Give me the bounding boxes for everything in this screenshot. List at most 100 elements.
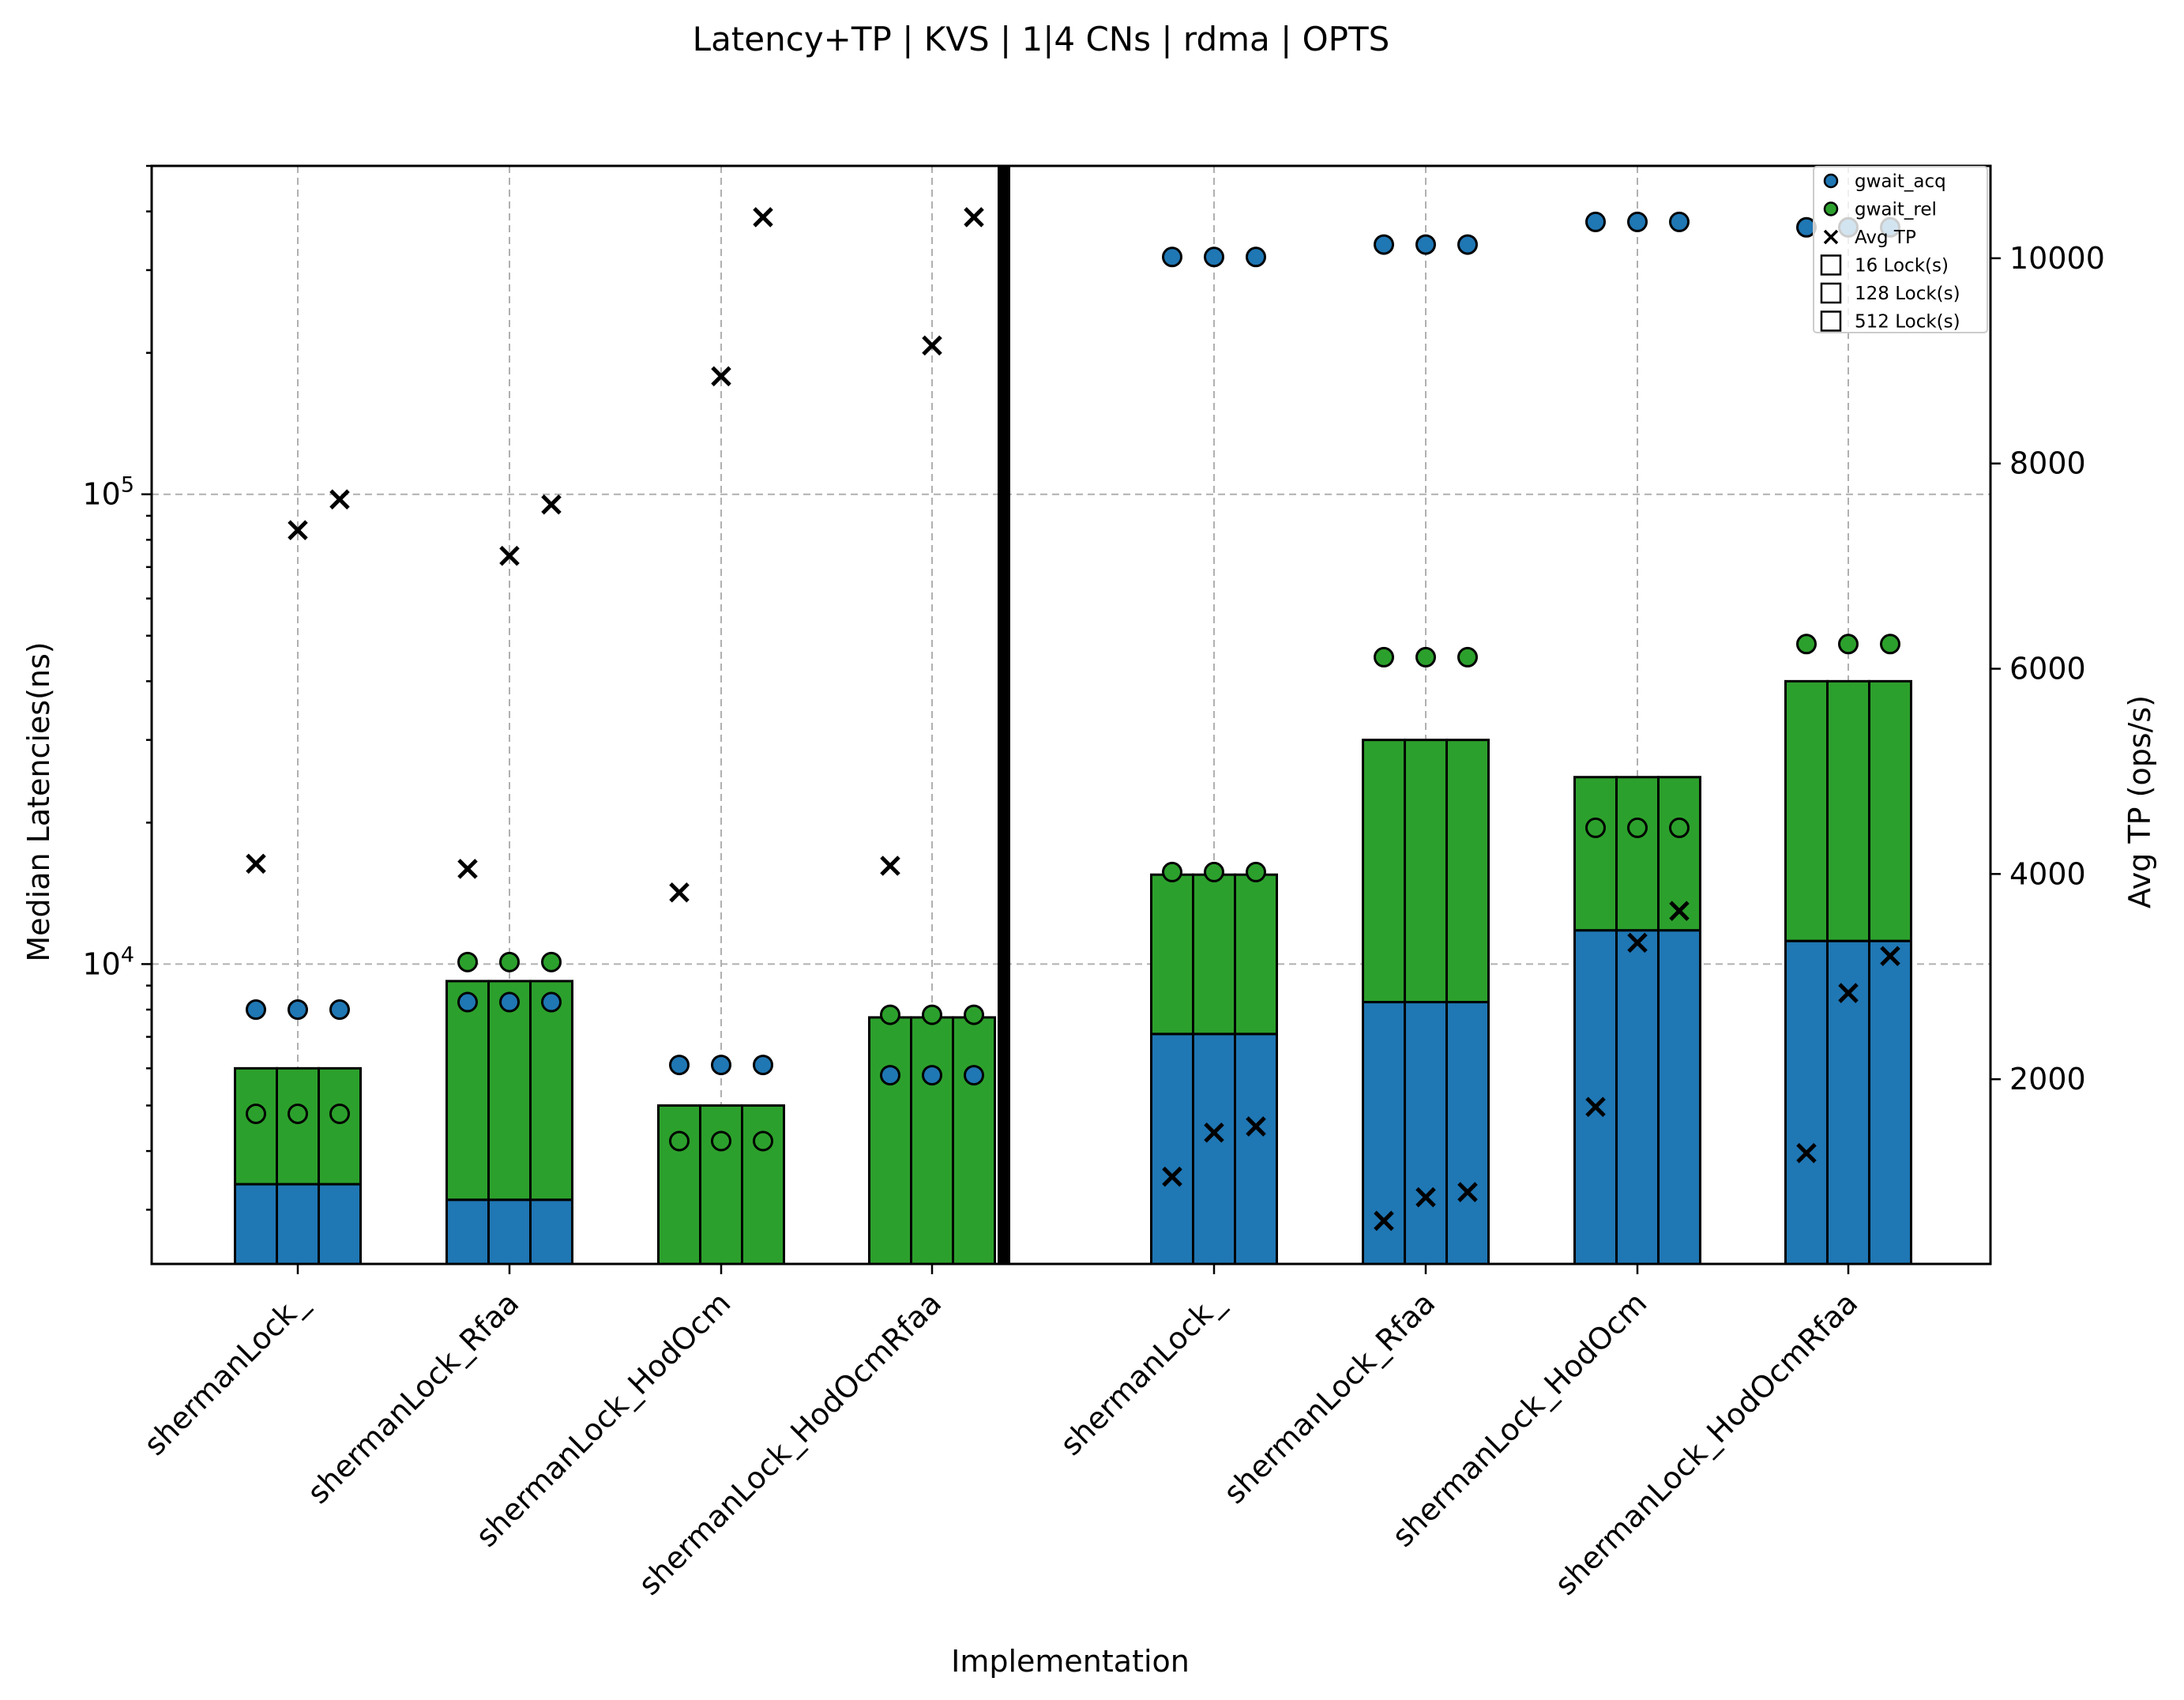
gwait-rel-point [1838,634,1859,655]
legend-lock-icon [1820,282,1842,304]
avg-tp-point [1457,1182,1478,1202]
avg-tp-point [457,859,478,879]
gwait-rel-point [711,1130,731,1152]
chart-title: Latency+TP | KVS | 1|4 CNs | rdma | OPTS [693,20,1390,58]
gwait-rel-point [329,1103,350,1124]
legend-lock-icon [1820,254,1842,276]
gwait-acq-point [1457,234,1478,255]
avg-tp-point [1585,1096,1606,1118]
y2-tick-label: 10000 [2009,241,2105,276]
gwait-rel-point [753,1130,773,1152]
avg-tp-point [1627,932,1648,953]
gwait-rel-point [1669,817,1690,838]
gwait-acq-point [288,999,308,1021]
legend-lock-icon [1820,310,1842,332]
legend-rel-icon [1823,201,1839,216]
bar-rel [657,1104,701,1266]
bar-acq [1868,939,1912,1266]
bar-rel [1784,679,1829,942]
gwait-acq-point [1669,211,1690,232]
y2-axis-label: Avg TP (ops/s) [2122,695,2157,908]
gwait-acq-point [964,1065,984,1086]
bar-rel [868,1016,912,1266]
y-axis-label: Median Latencies(ns) [21,641,56,961]
avg-tp-point [541,494,562,515]
bar-rel [1826,679,1870,942]
y2-tick-label: 4000 [2009,856,2086,891]
bar-acq [276,1183,320,1266]
bar-rel [276,1066,320,1186]
x-axis-label: Implementation [951,1644,1190,1679]
bar-acq [234,1183,278,1266]
bar-rel [1362,739,1406,1004]
bar-acq [529,1198,573,1266]
bar-acq [1362,1001,1406,1266]
bar-acq [487,1198,532,1266]
bar-rel [529,980,573,1202]
bar-rel [318,1066,362,1186]
gwait-acq-point [880,1065,900,1086]
gwait-acq-point [669,1055,690,1076]
bar-rel [1150,873,1194,1036]
gwait-rel-point [1457,646,1478,668]
x-tick-label: shermanLock_Rfaa [1217,1285,1442,1510]
gwait-rel-point [457,951,478,972]
bar-acq [1615,929,1660,1266]
avg-tp-point [1669,901,1690,921]
gwait-acq-point [1585,211,1606,232]
bar-rel [741,1104,785,1266]
y2-tick-label: 2000 [2009,1062,2086,1096]
y-tick-label: 105 [82,473,134,512]
gwait-rel-point [1204,861,1224,882]
x-tick-label: shermanLock_Rfaa [301,1285,526,1510]
avg-tp-point [1246,1116,1266,1137]
avg-tp-point [246,853,266,874]
plot-frame [150,164,1992,1266]
gwait-rel-point [1796,634,1817,655]
avg-tp-point [753,207,773,228]
bar-rel [952,1016,996,1266]
gwait-acq-point [1204,246,1224,268]
gwait-rel-point [541,951,562,972]
grid-layer [152,166,1990,1264]
bar-rel [1234,873,1278,1036]
legend-tp-icon [1823,229,1839,245]
avg-tp-point [1880,946,1900,967]
legend-label: gwait_rel [1855,200,1937,220]
avg-tp-point [880,856,900,876]
bar-acq [1404,1001,1448,1266]
avg-tp-point [711,366,731,387]
gwait-rel-point [1585,817,1606,838]
gwait-acq-point [541,991,562,1013]
bars-layer [234,679,1912,1266]
gwait-acq-point [329,999,350,1021]
gwait-rel-point [1627,817,1648,838]
legend-box [1813,166,1988,333]
bar-rel [1573,776,1618,932]
gwait-rel-point [1374,646,1394,668]
bar-acq [1234,1032,1278,1266]
bar-rel [1445,739,1490,1004]
legend-label: 512 Lock(s) [1855,312,1960,333]
x-tick-label: shermanLock_ [137,1285,314,1462]
bar-rel [445,980,490,1202]
markers-layer [246,207,1900,1232]
bar-rel [1657,776,1701,932]
bar-acq [1150,1032,1194,1266]
gwait-acq-point [753,1055,773,1076]
bar-rel [1868,679,1912,942]
y2-tick-label: 6000 [2009,652,2086,686]
gwait-rel-point [669,1130,690,1152]
bar-rel [910,1016,954,1266]
avg-tp-point [1204,1122,1224,1143]
avg-tp-point [1374,1210,1394,1232]
avg-tp-point [288,520,308,540]
bar-acq [1445,1001,1490,1266]
y-tick-label: 104 [82,942,134,981]
gwait-rel-point [1880,634,1900,655]
gwait-acq-point [246,999,266,1021]
bar-acq [318,1183,362,1266]
avg-tp-point [964,207,984,228]
gwait-rel-point [288,1103,308,1124]
